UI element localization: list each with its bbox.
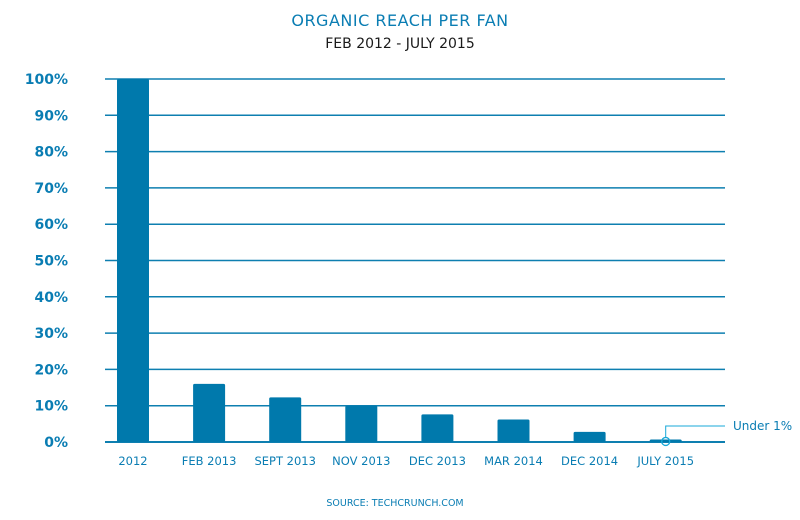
x-tick-label: 2012	[118, 454, 147, 468]
y-tick-label: 70%	[34, 181, 68, 197]
bar	[269, 397, 302, 442]
y-tick-label: 0%	[44, 435, 68, 451]
annotation-leader	[665, 425, 725, 438]
bar	[193, 383, 226, 442]
bar	[345, 405, 378, 442]
y-tick-label: 50%	[34, 254, 68, 270]
y-tick-label: 60%	[34, 217, 68, 233]
bar	[117, 79, 149, 442]
chart-title: ORGANIC REACH PER FAN	[291, 11, 508, 30]
y-tick-label: 100%	[25, 72, 68, 88]
x-tick-label: SEPT 2013	[254, 454, 315, 468]
y-tick-label: 40%	[34, 290, 68, 306]
y-tick-label: 90%	[34, 108, 68, 124]
y-tick-label: 20%	[34, 362, 68, 378]
y-tick-label: 80%	[34, 145, 68, 161]
bar	[421, 414, 454, 442]
bar	[573, 431, 606, 442]
x-tick-label: MAR 2014	[484, 454, 543, 468]
annotation-label: Under 1%	[733, 419, 792, 433]
source-text: SOURCE: TECHCRUNCH.COM	[326, 498, 463, 509]
y-tick-label: 10%	[34, 399, 68, 415]
x-tick-label: NOV 2013	[332, 454, 390, 468]
x-tick-label: FEB 2013	[182, 454, 237, 468]
x-tick-label: DEC 2014	[561, 454, 618, 468]
bar	[649, 439, 682, 442]
x-tick-label: JULY 2015	[636, 454, 694, 468]
chart-subtitle: FEB 2012 - JULY 2015	[325, 36, 474, 52]
x-tick-label: DEC 2013	[409, 454, 466, 468]
bar	[497, 419, 530, 442]
y-tick-label: 30%	[34, 326, 68, 342]
